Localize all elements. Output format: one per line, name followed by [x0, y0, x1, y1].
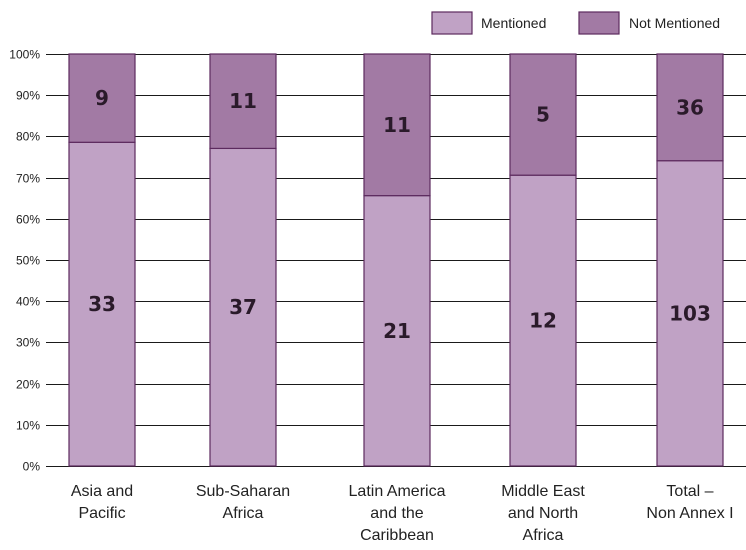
bar-segment-not-mentioned — [509, 53, 577, 176]
y-tick-label: 50% — [16, 254, 40, 268]
x-axis: Asia and Pacific Sub-Saharan Africa Latin Am… — [71, 483, 734, 544]
bar-segment-mentioned — [509, 174, 577, 467]
bar-data-label: 11 — [229, 89, 257, 113]
y-tick-label: 60% — [16, 213, 40, 227]
y-tick-label: 20% — [16, 378, 40, 392]
bar-segment-mentioned — [363, 195, 431, 467]
legend-label: Not Mentioned — [629, 15, 720, 31]
x-category-label: Middle East and North Africa — [501, 483, 585, 544]
y-tick-label: 10% — [16, 419, 40, 433]
y-tick-label: 80% — [16, 130, 40, 144]
y-tick-label: 30% — [16, 336, 40, 350]
bar-segment-not-mentioned — [68, 53, 136, 143]
y-tick-label: 90% — [16, 89, 40, 103]
bar-data-label: 36 — [676, 95, 704, 119]
bar-segment-not-mentioned — [656, 53, 724, 162]
bar-data-label: 33 — [88, 292, 116, 316]
bar-data-label: 37 — [229, 295, 257, 319]
legend-swatch-mentioned — [431, 11, 473, 35]
bar-data-label: 9 — [95, 86, 109, 110]
bar-segment-mentioned — [209, 147, 277, 467]
x-category-label: Asia and Pacific — [71, 483, 133, 522]
bars: 33 9 37 11 21 11 12 5 103 36 — [68, 53, 724, 467]
bar-data-label: 5 — [536, 103, 550, 127]
bar-segment-mentioned — [68, 141, 136, 467]
bar-segment-mentioned — [656, 160, 724, 467]
y-axis: 0% 10% 20% 30% 40% 50% 60% 70% 80% 90% 100% — [9, 48, 40, 474]
y-tick-label: 0% — [23, 460, 41, 474]
x-category-label: Latin America and the Caribbean — [349, 483, 446, 544]
x-category-label: Total – Non Annex I — [646, 483, 733, 522]
bar-data-label: 11 — [383, 113, 411, 137]
bar-data-label: 21 — [383, 319, 411, 343]
y-tick-label: 100% — [9, 48, 40, 62]
bar-data-label: 103 — [669, 301, 711, 325]
bar-segment-not-mentioned — [363, 53, 431, 197]
legend: Mentioned Not Mentioned — [431, 11, 720, 35]
legend-label: Mentioned — [481, 15, 546, 31]
y-tick-label: 40% — [16, 295, 40, 309]
y-tick-label: 70% — [16, 172, 40, 186]
bar-segment-not-mentioned — [209, 53, 277, 150]
x-category-label: Sub-Saharan Africa — [196, 483, 290, 522]
legend-swatch-not-mentioned — [578, 11, 620, 35]
bar-data-label: 12 — [529, 309, 557, 333]
